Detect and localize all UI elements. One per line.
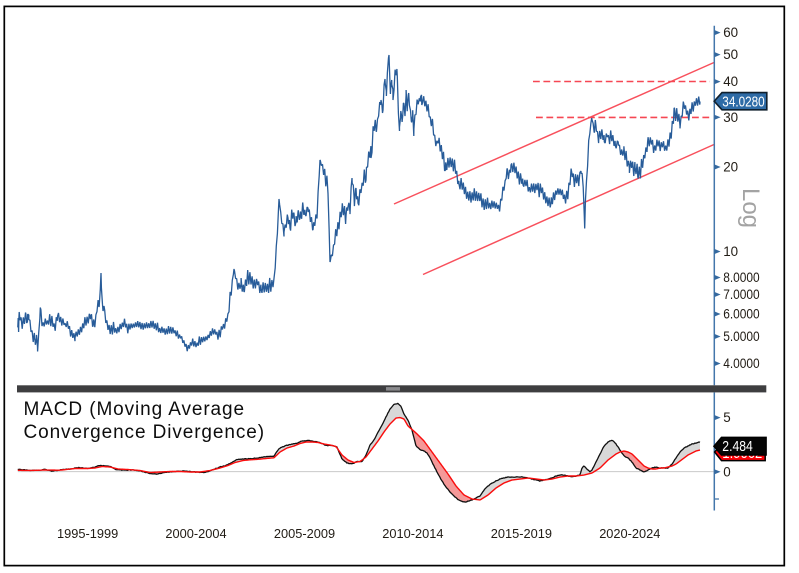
svg-text:60: 60 bbox=[723, 25, 738, 40]
svg-text:40: 40 bbox=[723, 74, 738, 89]
svg-text:2.484: 2.484 bbox=[722, 439, 753, 455]
svg-text:5.0000: 5.0000 bbox=[723, 329, 760, 344]
svg-text:10: 10 bbox=[723, 244, 738, 259]
svg-text:2005-2009: 2005-2009 bbox=[274, 526, 335, 541]
svg-text:1995-1999: 1995-1999 bbox=[57, 526, 118, 541]
svg-text:30: 30 bbox=[723, 110, 738, 125]
svg-text:8.0000: 8.0000 bbox=[723, 270, 760, 285]
svg-text:MACD (Moving Average: MACD (Moving Average bbox=[24, 399, 245, 420]
svg-text:Log: Log bbox=[737, 188, 764, 228]
svg-text:20: 20 bbox=[723, 160, 738, 175]
svg-text:50: 50 bbox=[723, 47, 738, 62]
svg-text:7.0000: 7.0000 bbox=[723, 287, 760, 302]
svg-text:4.0000: 4.0000 bbox=[723, 356, 760, 371]
svg-text:2010-2014: 2010-2014 bbox=[382, 526, 443, 541]
svg-text:Convergence Divergence): Convergence Divergence) bbox=[24, 422, 265, 443]
svg-text:2000-2004: 2000-2004 bbox=[165, 526, 226, 541]
svg-text:34.0280: 34.0280 bbox=[722, 95, 764, 111]
svg-text:0: 0 bbox=[723, 464, 730, 479]
svg-text:6.0000: 6.0000 bbox=[723, 307, 760, 322]
svg-text:2015-2019: 2015-2019 bbox=[491, 526, 552, 541]
svg-text:5: 5 bbox=[723, 410, 730, 425]
svg-text:2020-2024: 2020-2024 bbox=[599, 526, 660, 541]
